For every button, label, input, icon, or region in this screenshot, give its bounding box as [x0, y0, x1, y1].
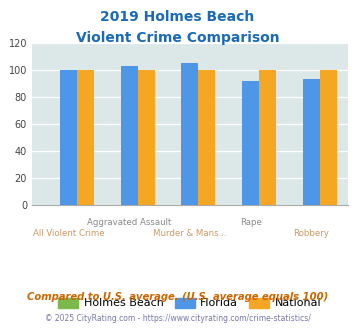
- Bar: [60, 70, 77, 205]
- Text: 2019 Holmes Beach: 2019 Holmes Beach: [100, 10, 255, 24]
- Bar: [303, 79, 320, 205]
- Bar: [198, 70, 215, 205]
- Bar: [242, 81, 259, 205]
- Bar: [121, 66, 138, 205]
- Text: Compared to U.S. average. (U.S. average equals 100): Compared to U.S. average. (U.S. average …: [27, 292, 328, 302]
- Bar: [77, 70, 94, 205]
- Bar: [181, 63, 198, 205]
- Text: All Violent Crime: All Violent Crime: [33, 229, 104, 238]
- Text: Murder & Mans...: Murder & Mans...: [153, 229, 227, 238]
- Text: © 2025 CityRating.com - https://www.cityrating.com/crime-statistics/: © 2025 CityRating.com - https://www.city…: [45, 314, 310, 323]
- Bar: [320, 70, 337, 205]
- Bar: [138, 70, 155, 205]
- Text: Aggravated Assault: Aggravated Assault: [87, 218, 171, 227]
- Text: Violent Crime Comparison: Violent Crime Comparison: [76, 31, 279, 45]
- Text: Rape: Rape: [240, 218, 262, 227]
- Legend: Holmes Beach, Florida, National: Holmes Beach, Florida, National: [55, 294, 325, 312]
- Bar: [259, 70, 276, 205]
- Text: Robbery: Robbery: [294, 229, 329, 238]
